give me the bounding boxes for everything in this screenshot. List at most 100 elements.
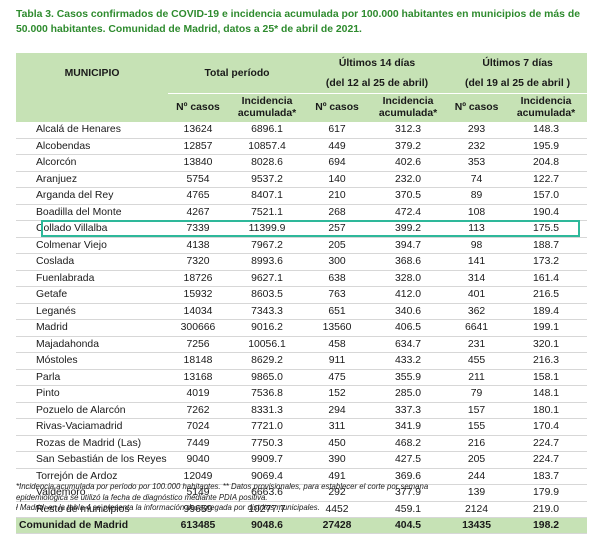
municipio-cell: Leganés [36, 305, 76, 317]
incidencia-14-cell: 406.5 [395, 322, 422, 333]
municipio-cell: Madrid [36, 322, 68, 333]
total-row: Comunidad de Madrid 613485 9048.6 27428 404.… [16, 517, 588, 534]
incidencia-14-cell: 468.2 [395, 437, 422, 449]
table-row: Alcalá de Henares 13624 6896.1 617 312.3 293 1… [16, 122, 588, 138]
incidencia-7-cell: 180.1 [533, 404, 560, 416]
incidencia-total-cell: 9865.0 [251, 371, 283, 383]
casos-total-cell: 13624 [183, 124, 213, 135]
table-row: Resto de municipios 99659 10277.7 4452 459.1… [16, 501, 588, 518]
table-row: Parla 13168 9865.0 475 355.9 211 158.1 [16, 369, 588, 386]
covid-incidence-table: MUNICIPIO Total período Últimos 14 días … [16, 53, 588, 534]
incidencia-14-cell: 427.5 [395, 454, 422, 465]
table-row: Rivas-Vaciamadrid 7024 7721.0 311 341.9 155 17… [16, 419, 588, 435]
casos-7-cell: 314 [467, 272, 486, 284]
incidencia-14-cell: 370.5 [395, 190, 422, 201]
casos-7-cell: 74 [470, 173, 483, 185]
incidencia-total-cell: 7343.3 [251, 305, 283, 317]
casos-7-cell: 232 [467, 140, 486, 152]
casos-7-cell: 79 [470, 388, 483, 399]
casos-total-cell: 5754 [186, 173, 210, 185]
note-line-1: *Incidencia acumulada por período por 10… [16, 482, 429, 491]
incidencia-7-cell: 173.2 [533, 256, 560, 267]
table-row: Madrid 300666 9016.2 13560 406.5 6641 199.1 [16, 320, 588, 336]
header-n-casos-7: Nº casos [448, 93, 506, 122]
municipio-cell: Colmenar Viejo [36, 239, 107, 251]
table-caption: Tabla 3. Casos confirmados de COVID-19 e… [16, 7, 586, 37]
incidencia-7-cell: 188.7 [533, 239, 560, 251]
table-row: Arganda del Rey 4765 8407.1 210 370.5 89 157.0 [16, 188, 588, 204]
table-row: Valdemoro 5149 6663.6 292 377.9 139 179.9 [16, 485, 588, 501]
incidencia-total-cell: 7750.3 [251, 437, 283, 449]
incidencia-14-cell: 402.6 [395, 157, 422, 168]
casos-14-cell: 638 [328, 272, 346, 284]
casos-total-cell: 18726 [183, 272, 213, 284]
incidencia-total-cell: 7536.8 [251, 388, 283, 399]
municipio-cell: Arganda del Rey [36, 190, 114, 201]
casos-14-cell: 694 [328, 157, 346, 168]
incidencia-total-cell: 9069.4 [251, 470, 283, 482]
incidencia-7-cell: 219.0 [533, 503, 560, 515]
casos-total-cell: 7320 [186, 256, 210, 267]
casos-14-cell: 140 [328, 173, 346, 185]
municipio-cell: Resto de municipios [36, 503, 130, 515]
casos-14-cell: 458 [328, 338, 346, 350]
casos-14-cell: 617 [328, 124, 346, 135]
casos-total-cell: 14034 [183, 305, 213, 317]
municipio-cell: Pinto [36, 388, 60, 399]
casos-14-cell: 268 [328, 206, 346, 218]
casos-14-cell: 450 [328, 437, 346, 449]
casos-7-cell: 108 [467, 206, 486, 218]
casos-total-cell: 4267 [186, 206, 210, 218]
municipio-cell: Coslada [36, 256, 75, 267]
header-ultimos-14: Últimos 14 días [306, 53, 449, 73]
incidencia-total-cell: 10857.4 [248, 140, 286, 152]
casos-total-cell: 4019 [186, 388, 210, 399]
incidencia-14-cell: 285.0 [395, 388, 422, 399]
incidencia-14-cell: 340.6 [395, 305, 422, 317]
incidencia-total-cell: 8603.5 [251, 289, 283, 300]
note-line-3: ł Madrid: en la tabla 4 se presenta la i… [16, 503, 320, 513]
casos-7-cell: 353 [467, 157, 486, 168]
total-municipio-cell: Comunidad de Madrid [16, 517, 168, 534]
header-incidencia-total: Incidencia acumulada* [228, 93, 307, 122]
table-row: Móstoles 18148 8629.2 911 433.2 455 216.3 [16, 353, 588, 369]
table-row: Alcobendas 12857 10857.4 449 379.2 232 195.9 [16, 138, 588, 155]
table-body: Alcalá de Henares 13624 6896.1 617 312.3 293 1… [16, 122, 588, 534]
incidencia-7-cell: 224.7 [533, 437, 560, 449]
incidencia-14-cell: 433.2 [395, 355, 422, 366]
table-row: Collado Villalba 7339 11399.9 257 399.2 113 17… [16, 221, 588, 237]
table-row: Pinto 4019 7536.8 152 285.0 79 148.1 [16, 386, 588, 402]
incidencia-total-cell: 6896.1 [251, 124, 283, 135]
incidencia-total-cell: 7721.0 [251, 421, 283, 432]
header-incidencia-14: Incidencia acumulada* [368, 93, 449, 122]
municipio-cell: San Sebastián de los Reyes [36, 454, 167, 465]
casos-7-cell: 141 [467, 256, 486, 267]
table-row: Aranjuez 5754 9537.2 140 232.0 74 122.7 [16, 171, 588, 188]
incidencia-7-cell: 216.3 [533, 355, 560, 366]
caption-line-1: Tabla 3. Casos confirmados de COVID-19 e… [16, 9, 580, 20]
casos-7-cell: 401 [467, 289, 486, 300]
incidencia-14-cell: 459.1 [395, 503, 422, 515]
casos-14-cell: 294 [328, 404, 346, 416]
incidencia-7-cell: 183.7 [533, 470, 560, 482]
casos-14-cell: 475 [328, 371, 346, 383]
table-row: Fuenlabrada 18726 9627.1 638 328.0 314 161.4 [16, 270, 588, 287]
incidencia-14-cell: 369.6 [395, 470, 422, 482]
incidencia-7-cell: 190.4 [533, 206, 560, 218]
table-row: Pozuelo de Alarcón 7262 8331.3 294 337.3 157 1… [16, 402, 588, 419]
casos-14-cell: 449 [328, 140, 346, 152]
incidencia-14-cell: 312.3 [395, 124, 422, 135]
casos-14-cell: 911 [328, 355, 346, 366]
incidencia-total-cell: 6663.6 [251, 487, 283, 498]
incidencia-14-cell: 337.3 [395, 404, 422, 416]
casos-total-cell: 99659 [183, 503, 213, 515]
incidencia-7-cell: 189.4 [533, 305, 560, 317]
incidencia-14-cell: 472.4 [395, 206, 422, 218]
incidencia-total-cell: 9909.7 [251, 454, 283, 465]
total-incidencia-7-cell: 198.2 [505, 517, 588, 534]
incidencia-14-cell: 377.9 [395, 487, 422, 498]
casos-7-cell: 362 [467, 305, 486, 317]
casos-total-cell: 7256 [186, 338, 210, 350]
incidencia-total-cell: 7521.1 [251, 206, 283, 218]
casos-total-cell: 15932 [183, 289, 213, 300]
